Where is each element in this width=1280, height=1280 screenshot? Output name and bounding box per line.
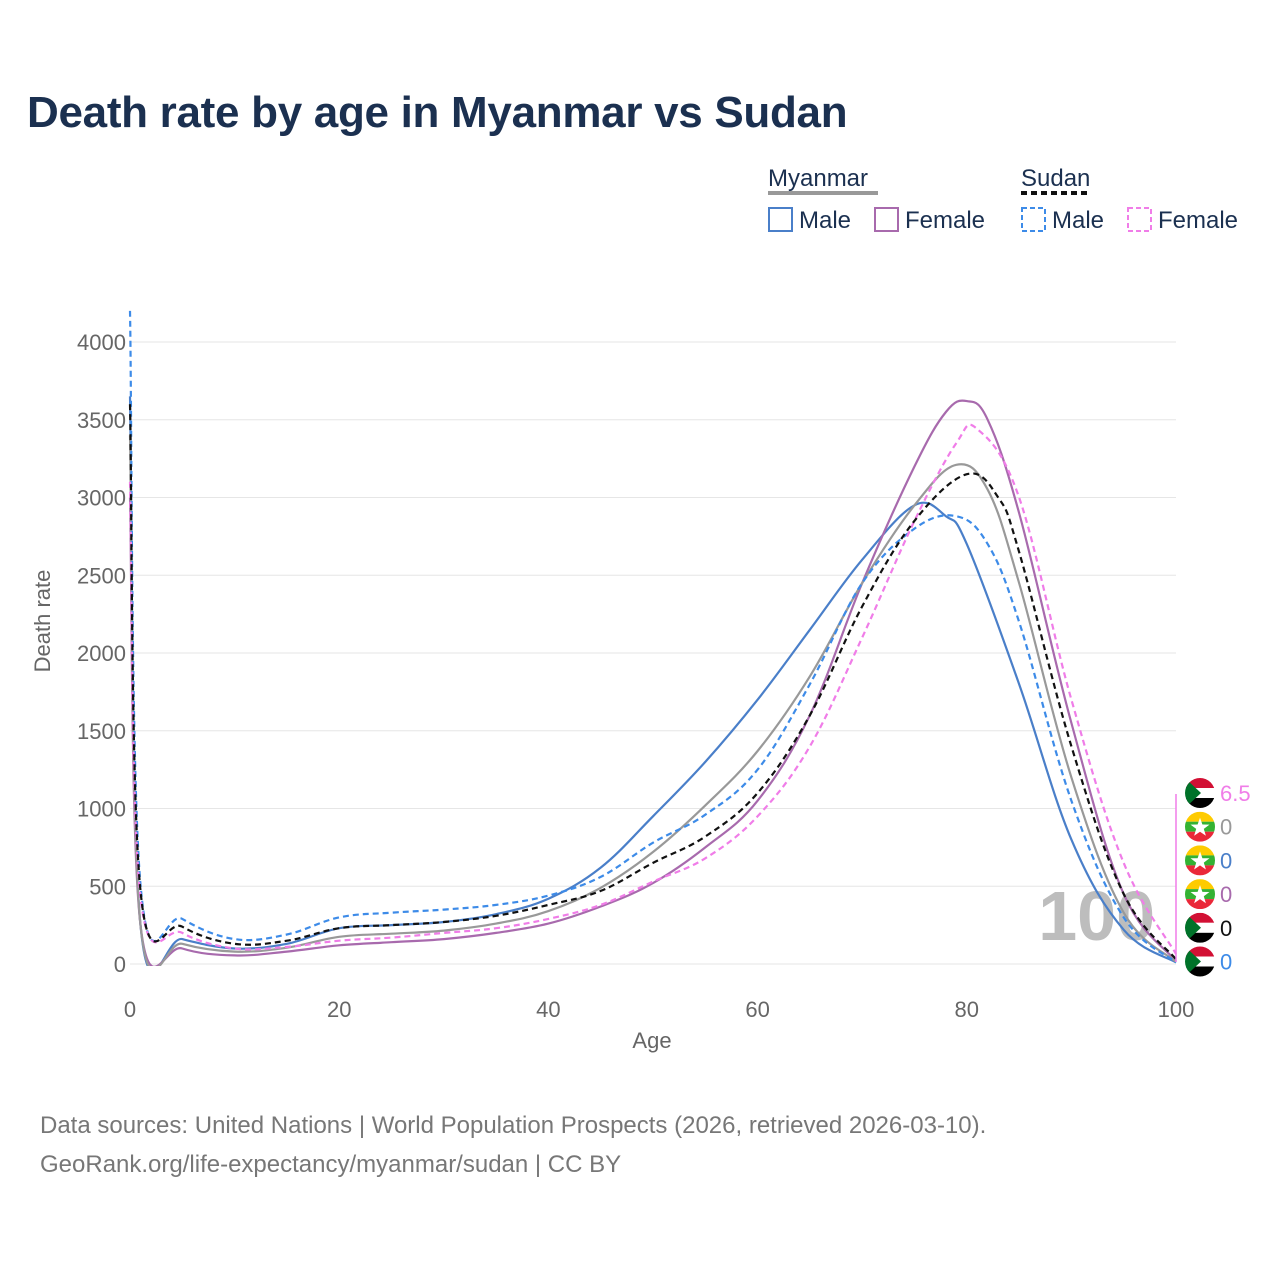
y-tick-2000: 2000 xyxy=(77,641,126,666)
end-value-label-1: 0 xyxy=(1220,815,1232,840)
flag-myanmar-3 xyxy=(1185,879,1215,910)
end-value-label-3: 0 xyxy=(1220,882,1232,907)
series-line-sudan-male xyxy=(128,310,1177,964)
legend: Myanmar Male Female Sudan Male Female xyxy=(768,165,1238,234)
flag-stripe-yellow xyxy=(1185,811,1215,822)
grid-lines xyxy=(130,341,1176,965)
end-value-label-0: 6.5 xyxy=(1220,781,1251,806)
legend-label-sudan-male: Male xyxy=(1052,207,1104,234)
x-tick-60: 60 xyxy=(745,997,769,1022)
y-tick-500: 500 xyxy=(89,874,126,899)
series-line-sudan-female xyxy=(128,423,1177,955)
legend-swatch-myanmar-female xyxy=(874,207,899,232)
flag-body xyxy=(1185,811,1215,842)
flag-stripe-red xyxy=(1185,865,1215,876)
legend-swatch-myanmar-male xyxy=(768,207,793,232)
y-axis-ticks: 0 500 1000 1500 2000 2500 3000 3500 4000 xyxy=(77,330,126,977)
x-tick-0: 0 xyxy=(124,997,136,1022)
x-tick-80: 80 xyxy=(955,997,979,1022)
chart-title: Death rate by age in Myanmar vs Sudan xyxy=(27,88,848,137)
flag-stripe-red xyxy=(1185,912,1215,923)
flag-sudan-4 xyxy=(1185,912,1215,943)
flag-triangle xyxy=(1185,778,1201,808)
y-axis-label: Death rate xyxy=(30,570,55,673)
flag-stripe-black xyxy=(1185,932,1215,943)
series-lines xyxy=(128,310,1177,966)
flag-stripe-red xyxy=(1185,946,1215,957)
legend-swatch-sudan-male xyxy=(1021,207,1046,232)
flag-myanmar-1 xyxy=(1185,811,1215,842)
end-value-label-4: 0 xyxy=(1220,916,1232,941)
legend-swatch-sudan-female xyxy=(1127,207,1152,232)
legend-label-myanmar-male: Male xyxy=(799,207,851,234)
legend-title-sudan: Sudan xyxy=(1021,165,1090,192)
flag-triangle xyxy=(1185,946,1201,977)
y-tick-1500: 1500 xyxy=(77,719,126,744)
end-value-label-2: 0 xyxy=(1220,848,1232,873)
legend-label-myanmar-female: Female xyxy=(905,207,985,234)
flag-star xyxy=(1190,817,1210,836)
y-tick-2500: 2500 xyxy=(77,563,126,588)
data-source-note: Data sources: United Nations | World Pop… xyxy=(40,1112,987,1139)
x-axis-label: Age xyxy=(632,1028,671,1053)
y-tick-0: 0 xyxy=(114,952,126,977)
flag-body xyxy=(1185,778,1215,808)
flag-body xyxy=(1185,845,1215,876)
flag-stripe-yellow xyxy=(1185,879,1215,890)
x-tick-100: 100 xyxy=(1158,997,1195,1022)
end-value-markers: 6.5 0 0 0 0 0 xyxy=(1175,778,1251,977)
end-value-label-5: 0 xyxy=(1220,950,1232,975)
y-tick-4000: 4000 xyxy=(77,330,126,355)
flag-stripe-red xyxy=(1185,831,1215,842)
flag-stripe-red xyxy=(1185,899,1215,910)
flag-stripe-black xyxy=(1185,798,1215,808)
flag-stripe-red xyxy=(1185,778,1215,788)
x-tick-40: 40 xyxy=(536,997,560,1022)
flag-sudan-0 xyxy=(1185,778,1215,808)
series-line-sudan-both xyxy=(128,404,1177,960)
x-axis-ticks: 0 20 40 60 80 100 xyxy=(124,997,1194,1022)
flag-stripe-black xyxy=(1185,966,1215,977)
flag-myanmar-2 xyxy=(1185,845,1215,876)
source-link[interactable]: GeoRank.org/life-expectancy/myanmar/suda… xyxy=(40,1151,622,1178)
flag-body xyxy=(1185,879,1215,910)
legend-title-myanmar: Myanmar xyxy=(768,165,868,192)
y-tick-1000: 1000 xyxy=(77,797,126,822)
series-line-myanmar-female xyxy=(128,399,1177,966)
footer: Data sources: United Nations | World Pop… xyxy=(40,1106,986,1184)
y-tick-3000: 3000 xyxy=(77,486,126,511)
flag-sudan-5 xyxy=(1185,946,1215,977)
y-tick-3500: 3500 xyxy=(77,408,126,433)
x-tick-20: 20 xyxy=(327,997,351,1022)
flag-star xyxy=(1190,885,1210,904)
flag-triangle xyxy=(1185,912,1201,943)
series-line-myanmar-male xyxy=(128,396,1177,966)
flag-body xyxy=(1185,912,1215,943)
legend-label-sudan-female: Female xyxy=(1158,207,1238,234)
flag-body xyxy=(1185,946,1215,977)
flag-stripe-yellow xyxy=(1185,845,1215,856)
flag-star xyxy=(1190,851,1210,870)
series-line-myanmar-both xyxy=(128,435,1177,966)
